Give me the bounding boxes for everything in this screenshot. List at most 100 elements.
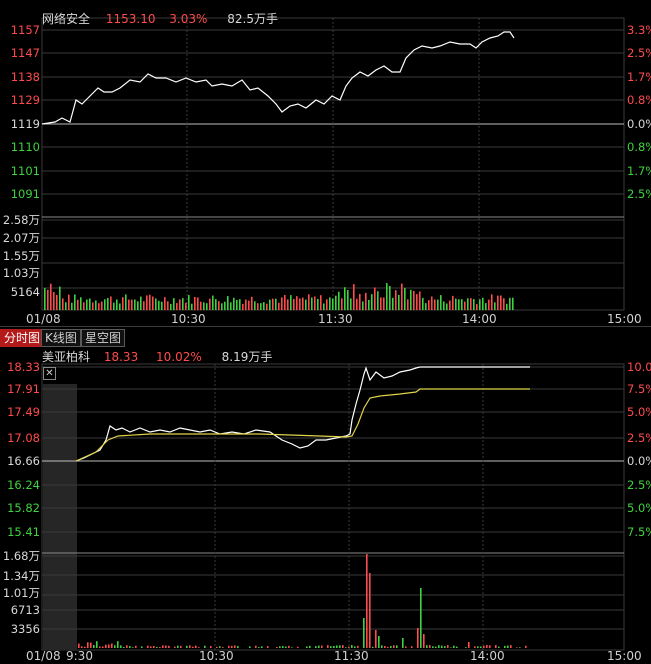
close-icon[interactable]: ✕ <box>43 367 56 380</box>
chart1-volume-bar <box>413 290 415 310</box>
chart2-x-label-1: 9:30 <box>66 649 93 663</box>
chart1-volume-bar <box>239 299 241 310</box>
chart2-x-label-5: 15:00 <box>607 649 642 663</box>
chart1-left-label-5: 1110 <box>10 140 40 154</box>
chart2-volume-bar <box>393 645 395 648</box>
chart2-volume-bar <box>216 646 218 648</box>
chart1-volume-bar <box>311 297 313 310</box>
chart1-volume-bar <box>374 287 376 310</box>
chart2-volume-bar <box>105 644 107 648</box>
chart2-volume-bar <box>228 645 230 648</box>
chart1-volume-bar <box>128 299 130 310</box>
chart2-left-label-2: 17.49 <box>7 405 40 419</box>
chart2-volume-bar <box>435 646 437 648</box>
chart2-volume-bar <box>315 646 317 648</box>
chart1-volume-bar <box>332 298 334 310</box>
chart1-volume-bar <box>116 299 118 310</box>
chart1-volume-bar <box>446 303 448 310</box>
chart1-volume-bar <box>278 302 280 310</box>
chart1-volume-bar <box>107 297 109 310</box>
chart1-volume-bar <box>44 288 46 310</box>
chart1-volume-bar <box>272 298 274 310</box>
chart1-volume-bar <box>209 298 211 310</box>
chart2-volume-bar <box>333 645 335 648</box>
chart2-volume-bar <box>204 645 206 648</box>
chart2-volume-bar <box>318 645 320 648</box>
chart2-volume-bar <box>411 646 413 648</box>
chart1-volume-bar <box>176 303 178 310</box>
chart1-volume-bar <box>431 296 433 310</box>
index-chart-panel[interactable]: 网络安全 1153.10 3.03% 82.5万手 1157 1147 1138 11… <box>0 0 651 326</box>
chart1-volume-bar <box>479 299 481 310</box>
chart1-volume-bar <box>392 297 394 310</box>
chart2-volume-bar <box>516 647 518 648</box>
chart2-volume-bar <box>339 645 341 648</box>
chart2-volume-bar <box>489 645 491 648</box>
chart1-volume-bar <box>281 297 283 310</box>
chart2-volume-bar <box>96 641 98 648</box>
chart1-volume-bar <box>68 294 70 310</box>
chart2-volume-bar <box>309 645 311 648</box>
chart2-volume-bar <box>348 646 350 648</box>
chart2-volume-bar <box>78 643 80 648</box>
chart2-volume-bar <box>375 630 377 648</box>
chart1-volume-bar <box>491 294 493 310</box>
chart1-volume-bar <box>185 302 187 310</box>
chart1-volume-bar <box>404 287 406 310</box>
chart1-volume-bar <box>197 297 199 310</box>
chart1-volume-bar <box>221 303 223 310</box>
chart1-volume-bar <box>371 294 373 310</box>
chart2-preopen-shade <box>43 384 77 650</box>
chart1-volume-bar <box>506 303 508 310</box>
chart1-volume-bar <box>242 303 244 310</box>
chart1-volume-bar <box>86 299 88 310</box>
chart1-volume-bar <box>245 299 247 310</box>
stock-chart-panel[interactable]: 美亚柏科 18.33 10.02% 8.19万手 ✕ 18.33 17.91 17.… <box>0 346 651 664</box>
chart1-x-label-2: 11:30 <box>318 312 353 326</box>
chart1-volume-bar <box>56 294 58 310</box>
chart2-volume-bar <box>351 645 353 648</box>
chart1-vol-label-4: 5164 <box>10 285 40 299</box>
chart1-right-label-3: 0.8% <box>627 93 651 107</box>
chart2-vol-label-3: 6713 <box>10 603 40 617</box>
chart2-left-label-0: 18.33 <box>7 360 40 374</box>
chart1-volume-bar <box>236 299 238 310</box>
chart1-volume-bar <box>470 298 472 310</box>
tab-timeshare[interactable]: 分时图 <box>0 329 45 347</box>
chart2-volume-bar <box>396 645 398 648</box>
chart2-volume-bar <box>390 645 392 648</box>
chart1-volume-bar <box>383 297 385 310</box>
chart1-volume-bar <box>455 298 457 310</box>
chart1-volume-bar <box>74 294 76 310</box>
chart1-volume-bar <box>161 301 163 310</box>
tab-kline[interactable]: K线图 <box>41 329 81 347</box>
chart2-price-line <box>75 366 530 462</box>
chart1-volume-bar <box>269 299 271 310</box>
chart1-volume-bar <box>113 302 115 310</box>
chart1-volume-bar <box>95 300 97 310</box>
chart1-right-label-2: 1.7% <box>627 70 651 84</box>
chart2-volume-bar <box>129 646 131 648</box>
chart1-volume-bar <box>464 301 466 310</box>
chart2-vol-label-4: 3356 <box>10 622 40 636</box>
chart2-volume-bar <box>198 647 200 648</box>
chart1-volume-bar <box>89 298 91 310</box>
chart2-avg-line <box>75 388 530 462</box>
chart1-volume-bar <box>422 297 424 310</box>
chart2-volume-bar <box>327 645 329 648</box>
chart2-volume-bar <box>363 618 365 648</box>
chart1-right-label-0: 3.3% <box>627 23 651 37</box>
tab-starmap[interactable]: 星空图 <box>81 329 126 347</box>
chart2-x-label-4: 14:00 <box>470 649 505 663</box>
chart1-volume-bar <box>293 299 295 310</box>
chart1-volume-bar <box>485 303 487 310</box>
chart1-pct: 3.03% <box>169 12 208 26</box>
chart1-header: 网络安全 1153.10 3.03% 82.5万手 <box>42 10 278 26</box>
chart2-volume-bar <box>90 642 92 648</box>
chart1-volume-bar <box>299 298 301 310</box>
chart2-right-label-4: 0.0% <box>627 454 651 468</box>
chart2-volume-bar <box>231 645 233 648</box>
chart1-volume-bar <box>503 298 505 310</box>
chart2-volume-bar <box>159 647 161 648</box>
chart1-volume-bar <box>494 302 496 310</box>
